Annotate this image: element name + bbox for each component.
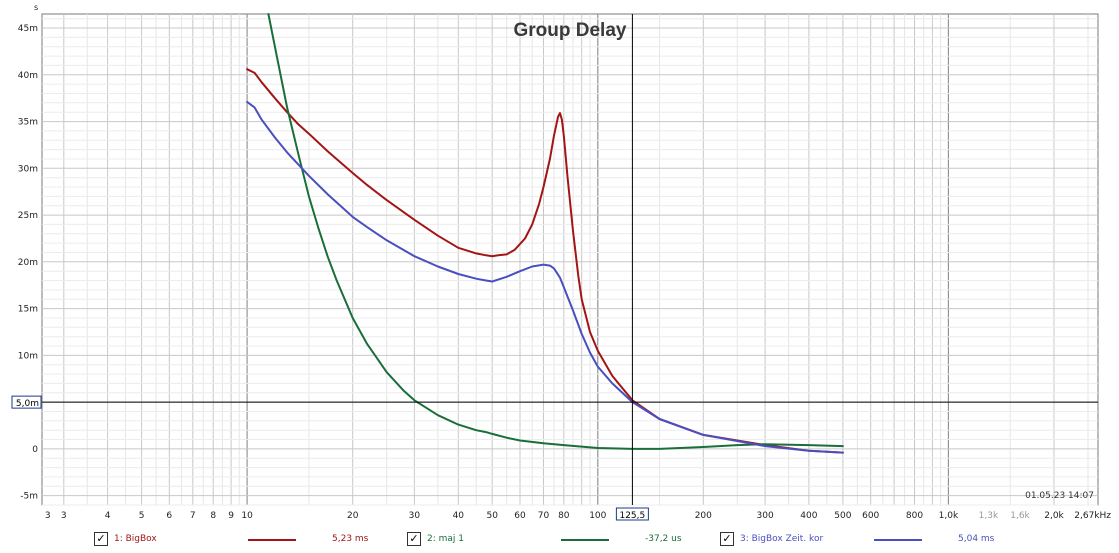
cursor-y-label: 5,0m [16, 399, 39, 409]
series-checkbox-3[interactable]: ✓ [720, 532, 734, 546]
y-tick-label: 25m [18, 211, 38, 221]
x-tick-label: 800 [906, 511, 923, 521]
x-tick-label: 6 [166, 511, 172, 521]
legend-series-name: 1: BigBox [114, 534, 157, 544]
chart-title: Group Delay [514, 20, 627, 41]
x-tick-label: 3 [61, 511, 67, 521]
legend-entry-2: ✓ 2: maj 1 -37,2 us [407, 532, 707, 548]
x-tick-label: 8 [210, 511, 216, 521]
x-tick-label: 200 [695, 511, 712, 521]
y-tick-label: 20m [18, 258, 38, 268]
y-unit-label: s [34, 3, 38, 12]
x-tick-label: 500 [834, 511, 851, 521]
y-tick-label: 30m [18, 164, 38, 174]
series-line-3 [246, 100, 844, 454]
x-tick-label: 40 [453, 511, 465, 521]
timestamp: 01.05.23 14:07 [1025, 491, 1094, 501]
series-layer [246, 13, 844, 454]
legend-series-name: 3: BigBox Zeit. kor [740, 534, 824, 544]
x-tick-label: 100 [589, 511, 606, 521]
legend-series-name: 2: maj 1 [427, 534, 464, 544]
y-tick-label: 35m [18, 118, 38, 128]
x-tick-label: 70 [538, 511, 550, 521]
x-tick-label: 1,6k [1010, 511, 1030, 521]
x-tick-label: 20 [347, 511, 359, 521]
x-tick-label: 5 [139, 511, 145, 521]
x-tick-label: 9 [228, 511, 234, 521]
x-tick-label: 2,0k [1044, 511, 1064, 521]
x-tick-label: 2,67kHz [1074, 511, 1111, 521]
x-tick-label: 30 [409, 511, 421, 521]
x-tick-label: 7 [190, 511, 196, 521]
x-tick-label: 600 [862, 511, 879, 521]
x-tick-label: 60 [514, 511, 526, 521]
cursor-y-box [11, 395, 42, 409]
y-tick-label: 10m [18, 351, 38, 361]
y-tick-label: 45m [18, 24, 38, 34]
x-tick-label: 10 [241, 511, 253, 521]
x-tick-label: 3 [45, 511, 51, 521]
series-line-2 [267, 13, 844, 450]
legend-cursor-value: 5,04 ms [958, 534, 995, 544]
y-tick-label: -5m [20, 492, 38, 502]
series-checkbox-1[interactable]: ✓ [94, 532, 108, 546]
x-tick-label: 1,0k [939, 511, 959, 521]
legend-line-swatch [874, 539, 922, 541]
legend-line-swatch [248, 539, 296, 541]
x-tick-label: 4 [105, 511, 111, 521]
x-tick-label: 400 [800, 511, 817, 521]
x-tick-label: 80 [558, 511, 570, 521]
series-checkbox-2[interactable]: ✓ [407, 532, 421, 546]
legend-entry-3: ✓ 3: BigBox Zeit. kor 5,04 ms [720, 532, 1020, 548]
tick-labels: 45m 40m 35m 30m 25m 20m 15m 10m 0 -5m 3 3 4 5 6 7 8 9 10 20… [18, 24, 1112, 521]
x-tick-label: 1,3k [979, 511, 999, 521]
cursor-x-label: 125,5 [619, 511, 645, 521]
y-tick-label: 0 [32, 445, 38, 455]
legend-cursor-value: 5,23 ms [332, 534, 369, 544]
legend-entry-1: ✓ 1: BigBox 5,23 ms [94, 532, 394, 548]
legend-cursor-value: -37,2 us [645, 534, 682, 544]
series-line-1 [246, 68, 844, 454]
cursor-layer[interactable]: 125,5 5,0m [11, 14, 1098, 521]
x-tick-label: 50 [486, 511, 498, 521]
cursor-x-box [615, 507, 649, 521]
legend-line-swatch [561, 539, 609, 541]
y-tick-label: 15m [18, 305, 38, 315]
y-tick-label: 40m [18, 71, 38, 81]
x-tick-label: 300 [757, 511, 774, 521]
